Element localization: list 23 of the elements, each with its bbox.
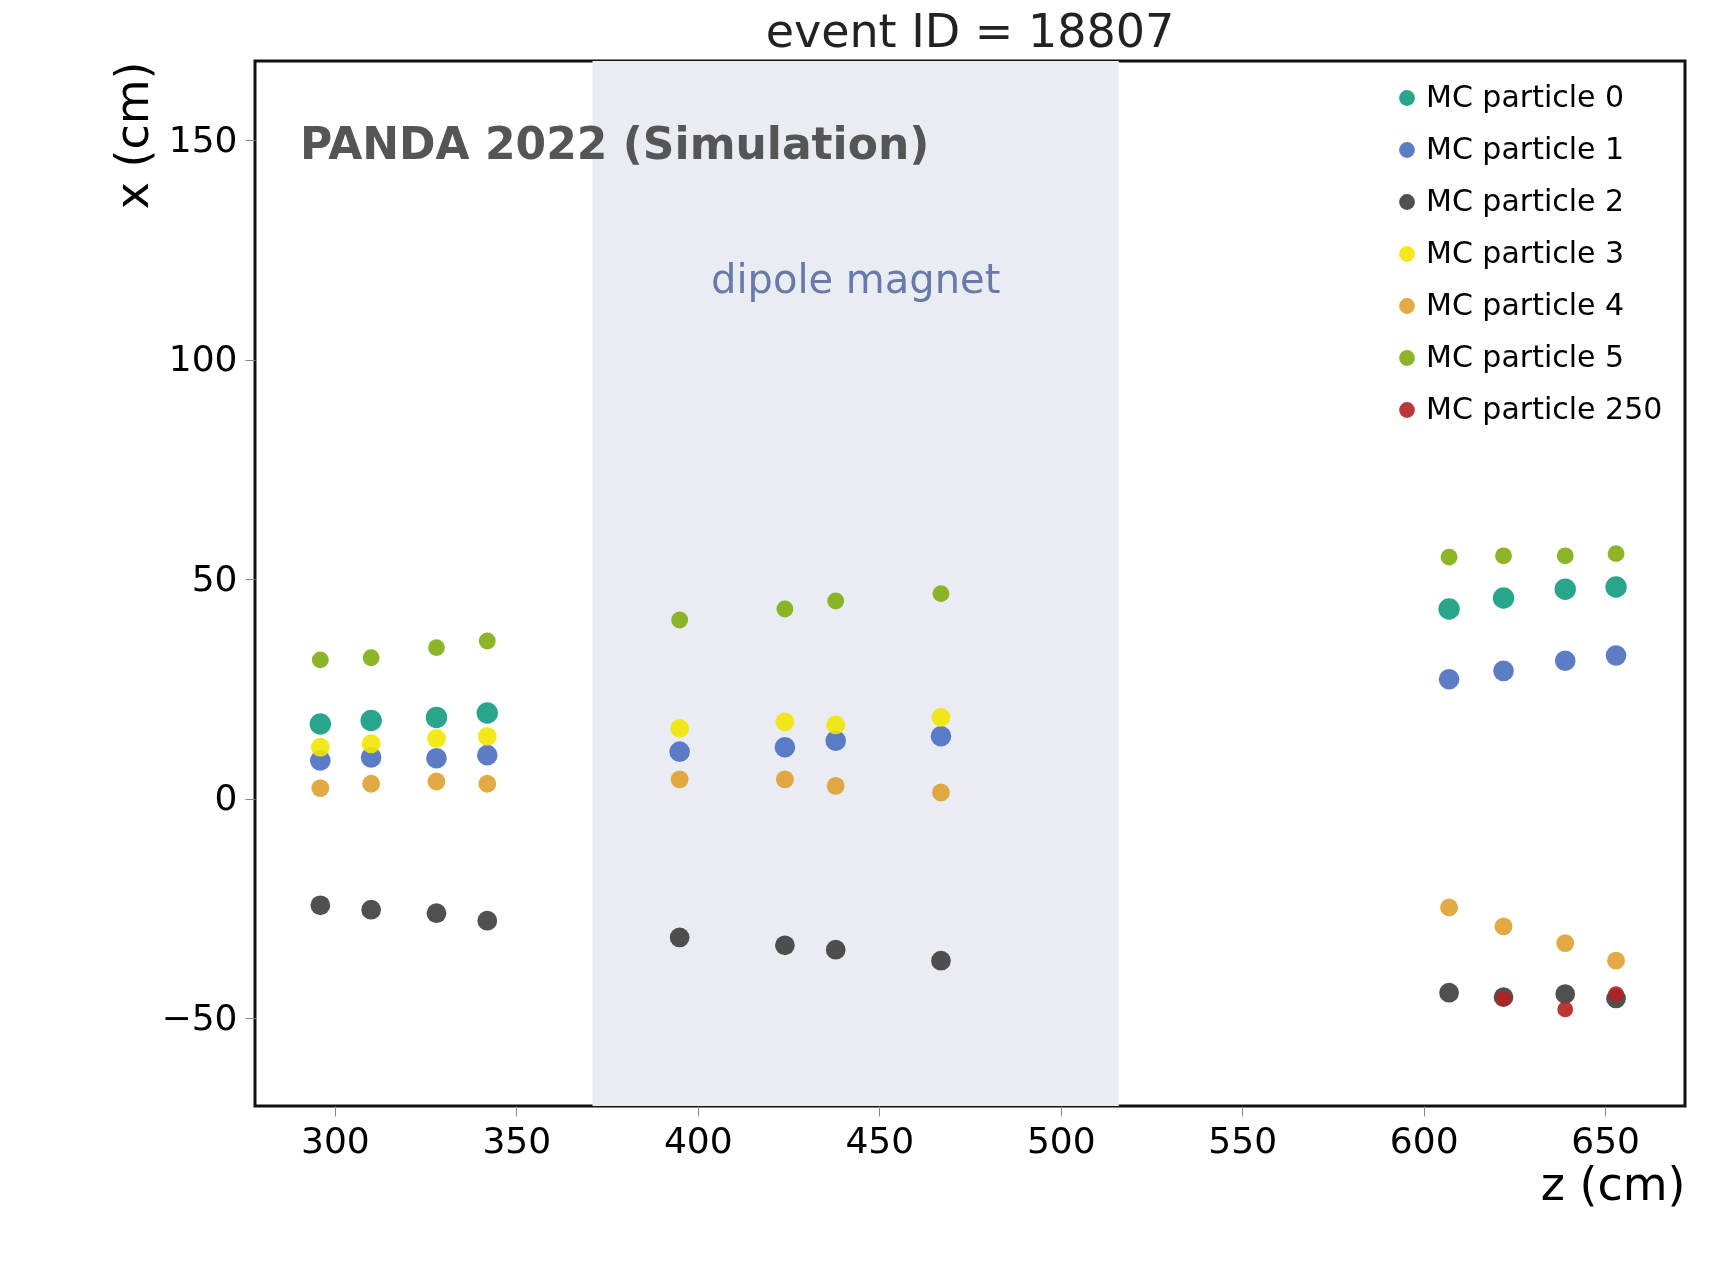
- y-axis-title: x (cm): [104, 61, 159, 210]
- legend-label: MC particle 250: [1426, 391, 1663, 426]
- annotation: PANDA 2022 (Simulation): [300, 118, 930, 169]
- x-tick-label: 400: [663, 1119, 733, 1161]
- y-tick-label: 0: [214, 777, 238, 819]
- x-tick-label: 600: [1389, 1119, 1459, 1161]
- legend-label: MC particle 5: [1426, 339, 1625, 374]
- chart-title: event ID = 18807: [765, 4, 1175, 58]
- legend-label: MC particle 1: [1426, 131, 1625, 166]
- x-tick-label: 550: [1208, 1119, 1278, 1161]
- x-tick-label: 300: [300, 1119, 370, 1161]
- band-label: dipole magnet: [711, 256, 1001, 302]
- legend-label: MC particle 2: [1426, 183, 1625, 218]
- x-tick-label: 450: [845, 1119, 915, 1161]
- y-tick-label: 50: [191, 557, 238, 599]
- x-tick-label: 500: [1026, 1119, 1096, 1161]
- y-tick-label: −50: [161, 996, 238, 1038]
- legend-label: MC particle 3: [1426, 235, 1625, 270]
- legend-label: MC particle 4: [1426, 287, 1625, 322]
- legend-label: MC particle 0: [1426, 79, 1625, 114]
- y-tick-label: 150: [168, 118, 238, 160]
- y-tick-label: 100: [168, 338, 238, 380]
- x-tick-label: 350: [482, 1119, 552, 1161]
